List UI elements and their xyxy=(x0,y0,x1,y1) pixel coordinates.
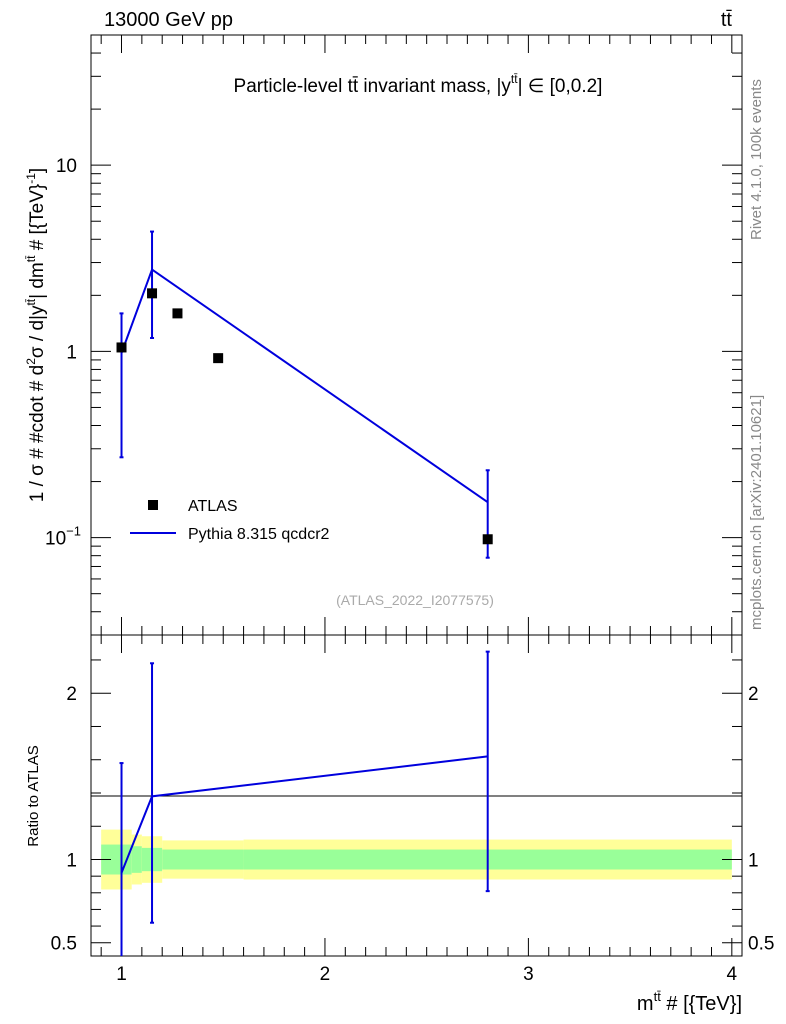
watermark-label: (ATLAS_2022_I2077575) xyxy=(336,592,494,608)
ratio-axis-ticks xyxy=(91,635,742,956)
main-y-tick-label: 1 xyxy=(66,342,77,363)
ratio-y-tick-label-left: 2 xyxy=(66,684,77,705)
x-tick-label: 1 xyxy=(116,964,127,985)
atlas-data-point xyxy=(147,288,158,299)
ratio-y-axis-label: Ratio to ATLAS xyxy=(25,745,42,846)
legend-atlas-label: ATLAS xyxy=(188,498,238,515)
ratio-y-tick-label-left: 1 xyxy=(66,851,77,872)
pythia-curve xyxy=(120,268,489,504)
ratio-tick-labels: 0.5 0.5 1 1 2 2 1 2 3 4 xyxy=(51,684,775,985)
ratio-y-tick-label-right: 1 xyxy=(748,851,759,872)
legend-pythia-label: Pythia 8.315 qcdcr2 xyxy=(188,526,330,543)
main-y-tick-label: 10−1 xyxy=(45,524,81,550)
main-y-tick-labels: 10−1 1 10 xyxy=(45,156,81,549)
atlas-data-point xyxy=(172,308,183,319)
main-y-axis-label: 1 / σ # #cdot # d2σ / d|ytt̄| dmtt̄ # [{… xyxy=(24,168,48,502)
legend-atlas-marker xyxy=(148,500,158,510)
ratio-band-stat-uncertainty xyxy=(131,846,142,873)
main-series-layer xyxy=(116,230,493,559)
rivet-version-label: Rivet 4.1.0, 100k events xyxy=(748,79,765,240)
header-right-label: tt̄ xyxy=(721,9,733,31)
x-axis-label: mtt̄ # [{TeV}] xyxy=(637,989,742,1015)
main-panel-frame xyxy=(90,34,743,636)
ratio-y-tick-label-right: 0.5 xyxy=(748,934,774,955)
atlas-data-point xyxy=(213,353,224,364)
x-tick-label: 2 xyxy=(320,964,331,985)
ratio-series-layer xyxy=(119,650,490,956)
ratio-uncertainty-bands xyxy=(101,829,732,890)
header-left-label: 13000 GeV pp xyxy=(104,9,233,31)
main-y-tick-label: 10 xyxy=(56,156,77,177)
x-tick-label: 3 xyxy=(523,964,534,985)
ratio-y-tick-label-right: 2 xyxy=(748,684,759,705)
main-title: Particle-level tt̄ invariant mass, |ytt̄… xyxy=(234,72,603,97)
ratio-band-stat-uncertainty xyxy=(162,849,244,870)
atlas-data-point xyxy=(116,342,127,353)
ratio-panel: Ratio to ATLAS 0.5 0.5 1 1 2 2 1 2 3 4 mtt̄ # [{T… xyxy=(25,634,775,1015)
legend: ATLAS Pythia 8.315 qcdcr2 xyxy=(130,498,330,543)
main-axis-ticks xyxy=(91,34,742,636)
x-tick-label: 4 xyxy=(727,964,738,985)
mcplots-label: mcplots.cern.ch [arXiv:2401.10621] xyxy=(748,395,765,630)
atlas-data-point xyxy=(482,534,493,545)
ratio-y-tick-label-left: 0.5 xyxy=(51,934,77,955)
main-panel: Particle-level tt̄ invariant mass, |ytt̄… xyxy=(24,34,743,636)
